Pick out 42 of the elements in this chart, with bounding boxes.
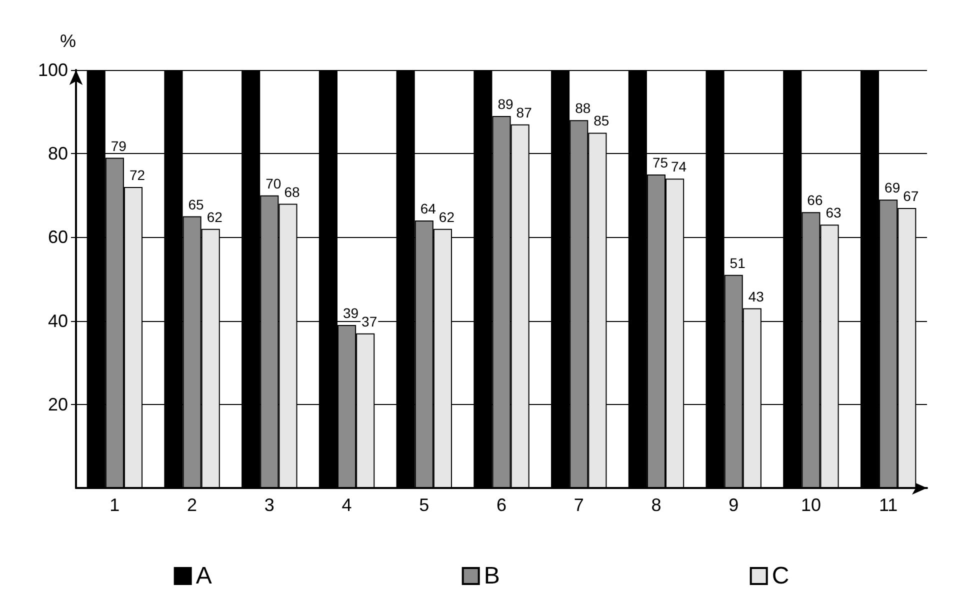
y-tick-label: 100 [38, 60, 68, 80]
y-tick-label: 80 [48, 144, 68, 164]
x-tick-label: 3 [264, 495, 274, 515]
y-axis-title: % [60, 31, 76, 51]
data-label: 66 [807, 192, 823, 208]
data-label: 64 [420, 200, 436, 216]
y-tick-label: 40 [48, 310, 68, 331]
data-label: 62 [438, 208, 455, 225]
data-label: 37 [362, 313, 378, 330]
data-label: 85 [594, 112, 610, 129]
data-label: 72 [129, 167, 146, 184]
legend-label: C [772, 562, 790, 590]
x-tick-label: 1 [110, 495, 120, 515]
x-tick-label: 9 [728, 495, 739, 515]
data-label: 87 [516, 104, 532, 120]
x-tick-label: 5 [419, 495, 430, 515]
data-label: 39 [342, 304, 359, 321]
data-label: 63 [826, 204, 842, 221]
data-label: 74 [671, 158, 687, 175]
data-label: 75 [652, 154, 668, 170]
x-tick-label: 10 [800, 495, 821, 515]
x-tick-label: 2 [187, 495, 198, 515]
data-label: 51 [730, 254, 746, 271]
data-label: 88 [575, 100, 591, 116]
data-label: 68 [284, 184, 300, 200]
data-label: 79 [110, 138, 127, 154]
data-label: 67 [903, 188, 919, 204]
y-tick-label: 60 [48, 227, 68, 248]
x-tick-label: 8 [651, 495, 662, 515]
legend-label: A [196, 562, 212, 590]
legend-label: B [484, 562, 500, 590]
data-label: 89 [498, 96, 514, 112]
x-tick-label: 7 [574, 495, 584, 515]
x-tick-label: 6 [496, 495, 507, 515]
y-tick-label: 20 [48, 394, 68, 414]
x-tick-label: 4 [342, 495, 352, 515]
data-label: 70 [266, 175, 282, 192]
data-label: 65 [188, 196, 204, 212]
data-label: 69 [884, 180, 900, 196]
data-label: 43 [748, 288, 764, 304]
data-label: 62 [206, 208, 223, 225]
x-tick-label: 11 [878, 495, 898, 515]
